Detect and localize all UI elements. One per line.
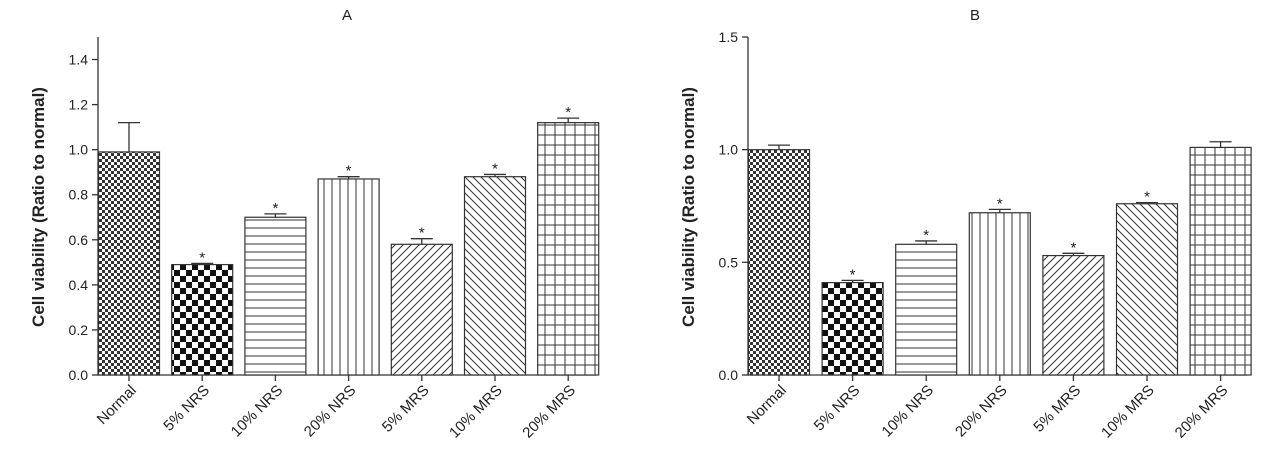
panel-b-y-axis-label: Cell viability (Ratio to normal): [679, 87, 698, 327]
panel-a-category-label: 20% NRS: [301, 382, 360, 441]
panel-b-category-label: 20% NRS: [952, 382, 1011, 441]
panel-a-y-tick-label: 0.2: [69, 322, 89, 338]
panel-b-bar: [968, 212, 1031, 376]
panel-b-y-tick-label: 0.5: [719, 254, 739, 270]
panel-a-bar: [171, 263, 234, 376]
panel-a-category-label: 10% MRS: [446, 382, 506, 442]
panel-b-category-label: 10% MRS: [1098, 382, 1158, 442]
panel-b-category-label: 5% MRS: [1030, 382, 1084, 436]
panel-a-y-tick-label: 1.0: [69, 142, 89, 158]
panel-b-title: B: [970, 7, 980, 24]
panel-a-plot: 0.0 0.2 0.4 0.6 0.8 1.0 1.2 1.4 Normal * 5% NRS * 10…: [69, 37, 600, 442]
panel-a-bar: [97, 151, 161, 376]
panel-a-y-tick-label: 1.2: [69, 97, 89, 113]
panel-a-category-label: 20% MRS: [519, 382, 579, 442]
panel-a-bar: [390, 243, 453, 376]
panel-a-y-tick-label: 1.4: [69, 52, 89, 68]
panel-a-y-tick-label: 0.4: [69, 277, 89, 293]
panel-a-category-label: Normal: [94, 382, 140, 428]
panel-b-bar: [747, 149, 811, 376]
panel-b: B Cell viability (Ratio to normal) 0.00.…: [679, 7, 1252, 442]
panel-a-bar: [463, 176, 527, 376]
panel-b-bar: [1042, 254, 1105, 376]
panel-a-bar: [244, 216, 307, 376]
panel-a: A Cell viability (Ratio to normal) 0.00.…: [29, 7, 600, 442]
panel-b-bar: [895, 243, 958, 376]
panel-b-significance-marker: *: [850, 266, 856, 283]
panel-a-y-tick-label: 0.6: [69, 232, 89, 248]
panel-a-category-label: 10% NRS: [228, 382, 287, 441]
panel-b-significance-marker: *: [1070, 239, 1076, 256]
panel-b-category-label: 10% NRS: [878, 382, 937, 441]
panel-b-category-label: Normal: [744, 382, 790, 428]
panel-a-bar: [317, 178, 380, 376]
panel-a-category-label: 5% NRS: [160, 382, 213, 435]
panel-a-y-tick-label: 0.0: [69, 367, 89, 383]
panel-a-significance-marker: *: [272, 200, 278, 217]
panel-a-significance-marker: *: [492, 160, 498, 177]
panel-a-significance-marker: *: [199, 249, 205, 266]
panel-b-category-label: 20% MRS: [1172, 382, 1232, 442]
panel-b-bar: [1189, 146, 1252, 376]
panel-b-y-tick-label: 1.0: [719, 142, 739, 158]
panel-a-significance-marker: *: [565, 104, 571, 121]
panel-b-significance-marker: *: [1144, 189, 1150, 206]
panel-b-category-label: 5% NRS: [811, 382, 864, 435]
panel-b-y-tick-label: 0.0: [719, 367, 739, 383]
panel-a-y-axis-label: Cell viability (Ratio to normal): [29, 87, 48, 327]
panel-b-bar: [1115, 203, 1179, 376]
panel-a-significance-marker: *: [346, 163, 352, 180]
panel-a-bar: [537, 122, 600, 376]
panel-a-y-tick-label: 0.8: [69, 187, 89, 203]
panel-b-bar: [821, 282, 884, 376]
panel-a-category-label: 5% MRS: [379, 382, 433, 436]
panel-b-significance-marker: *: [997, 195, 1003, 212]
panel-b-plot: 0.0 0.5 1.0 1.5 Normal * 5% NRS * 10% NRS * 20% NR…: [719, 29, 1252, 442]
panel-b-y-tick-label: 1.5: [719, 29, 739, 45]
panel-a-significance-marker: *: [419, 225, 425, 242]
panel-b-significance-marker: *: [923, 227, 929, 244]
panel-a-title: A: [342, 7, 352, 24]
